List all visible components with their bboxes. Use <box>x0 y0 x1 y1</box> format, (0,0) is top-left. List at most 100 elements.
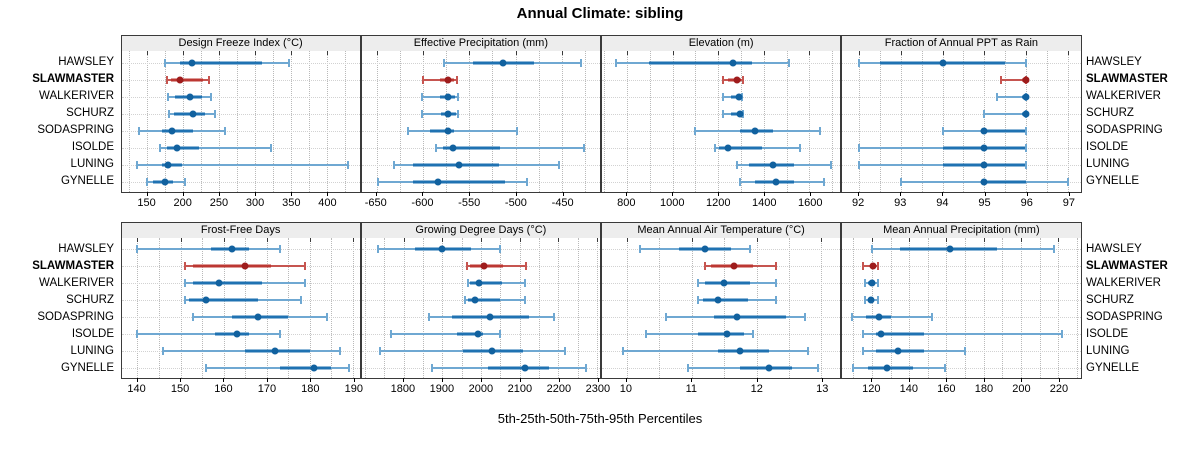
axis-tick-label: 1200 <box>706 197 731 209</box>
panel-header: Effective Precipitation (mm) <box>360 35 601 52</box>
median-dot <box>883 364 891 372</box>
median-dot <box>186 93 194 101</box>
gridline-vertical <box>724 238 726 378</box>
gridline-horizontal <box>842 113 1081 115</box>
station-label-left-hawsley: HAWSLEY <box>58 242 114 255</box>
station-label-right-sodaspring: SODASPRING <box>1086 124 1163 137</box>
axis-tick-label: 1000 <box>660 197 685 209</box>
axis-tick <box>908 378 910 382</box>
axis-tick <box>422 192 424 196</box>
median-dot <box>241 262 249 270</box>
gridline-horizontal <box>602 164 841 166</box>
median-dot <box>486 313 494 321</box>
median-dot <box>980 144 988 152</box>
gridline-vertical <box>202 238 204 378</box>
gridline-vertical <box>288 238 290 378</box>
gridline-vertical <box>756 238 758 378</box>
station-label-right-sodaspring: SODASPRING <box>1086 310 1163 323</box>
cap-95th <box>553 313 556 322</box>
cap-95th <box>930 313 933 322</box>
gridline-vertical <box>446 51 448 192</box>
whisker-5th-95th <box>422 112 459 115</box>
cap-5th <box>722 109 725 118</box>
tick-mark-top <box>254 51 256 55</box>
gridline-vertical <box>890 238 892 378</box>
gridline-vertical <box>237 51 239 192</box>
axis-tick <box>597 378 599 382</box>
axis-tick-label: 2100 <box>507 383 533 395</box>
median-dot <box>867 296 875 304</box>
median-dot <box>701 245 709 253</box>
whisker-5th-95th <box>435 146 585 149</box>
cap-95th <box>558 160 561 169</box>
cap-95th <box>1060 330 1063 339</box>
panel-frost-free-days: Frost-Free Days <box>120 222 361 379</box>
cap-95th <box>223 126 226 135</box>
median-dot <box>254 313 262 321</box>
axis-tick-label: 180 <box>974 383 994 395</box>
panel-growing-degree-days-c: Growing Degree Days (°C) <box>360 222 601 379</box>
box-25th-75th <box>714 315 786 319</box>
cap-95th <box>1025 160 1028 169</box>
axis-tick-label: -500 <box>504 197 527 209</box>
axis-strip: 150 200 250 300 350 400 <box>121 192 361 212</box>
panel-design-freeze-index-c: Design Freeze Index (°C) <box>120 35 361 193</box>
cap-5th <box>421 92 423 101</box>
median-dot <box>444 93 452 101</box>
cap-5th <box>697 279 700 288</box>
gridline-vertical <box>331 238 333 378</box>
axis-tick <box>1058 378 1060 382</box>
axis-tick <box>625 378 627 382</box>
axis-tick <box>562 192 564 196</box>
cap-95th <box>876 262 879 271</box>
cap-95th <box>498 330 501 339</box>
panel-plot <box>841 51 1082 193</box>
median-dot <box>173 144 181 152</box>
cap-95th <box>269 143 272 152</box>
gridline-vertical <box>515 51 517 192</box>
tick-mark-top <box>442 238 444 242</box>
gridline-vertical <box>691 238 693 378</box>
cap-5th <box>393 160 396 169</box>
box-25th-75th <box>171 78 204 82</box>
gridline-vertical <box>900 51 902 192</box>
median-dot <box>310 364 318 372</box>
axis-tick-label: 12 <box>750 383 763 395</box>
tick-mark-top <box>627 51 629 55</box>
station-label-left-slawmaster: SLAWMASTER <box>32 73 114 86</box>
whisker-5th-95th <box>137 333 280 336</box>
tick-mark-top <box>1026 51 1028 55</box>
cap-95th <box>799 143 802 152</box>
gridline-horizontal <box>121 130 360 132</box>
gridline-vertical <box>821 238 823 378</box>
median-dot <box>444 127 452 135</box>
axis-tick <box>718 192 720 196</box>
cap-5th <box>694 126 697 135</box>
cap-5th <box>852 364 855 373</box>
axis-tick <box>626 192 628 196</box>
panel-plot <box>601 51 842 193</box>
axis-tick-label: 160 <box>937 383 956 395</box>
cap-95th <box>774 262 777 271</box>
gridline-vertical <box>946 238 948 378</box>
gridline-vertical <box>219 51 221 192</box>
gridline-vertical <box>672 51 674 192</box>
median-dot <box>714 296 722 304</box>
gridline-horizontal <box>602 79 841 81</box>
station-label-right-schurz: SCHURZ <box>1086 293 1134 306</box>
gridline-vertical <box>147 51 149 192</box>
axis-tick <box>402 378 404 382</box>
station-label-left-luning: LUNING <box>70 158 114 171</box>
cap-95th <box>964 347 967 356</box>
panel-mean-annual-air-temperature-c: Mean Annual Air Temperature (°C) <box>601 222 842 379</box>
cap-5th <box>183 296 186 305</box>
gridline-vertical <box>1067 51 1069 192</box>
panel-header: Fraction of Annual PPT as Rain <box>841 35 1082 52</box>
axis-tick-label: 160 <box>214 383 233 395</box>
axis-tick <box>900 192 902 196</box>
panel-effective-precipitation-mm: Effective Precipitation (mm) <box>360 35 601 193</box>
panel-plot <box>120 238 361 379</box>
tick-mark-top <box>219 51 221 55</box>
gridline-vertical <box>254 51 256 192</box>
cap-95th <box>585 364 588 373</box>
